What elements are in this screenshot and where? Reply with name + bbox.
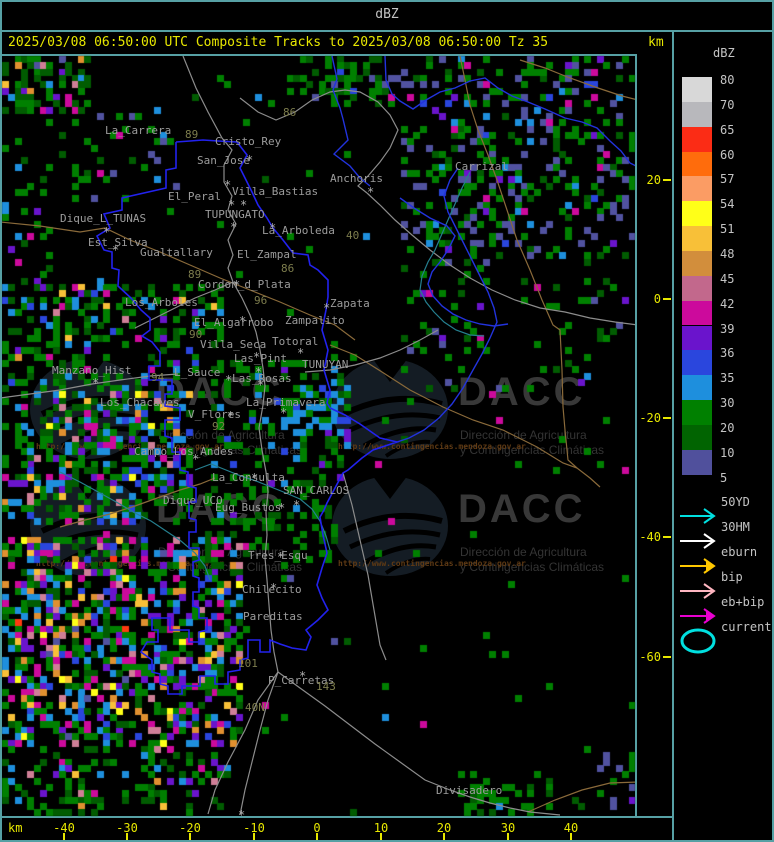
x-axis-unit-label: km bbox=[8, 821, 23, 835]
current-storm-icon bbox=[680, 628, 716, 654]
legend-row-eb+bip: eb+bip bbox=[676, 595, 772, 629]
dbz-band bbox=[682, 250, 712, 276]
y-axis-unit-label: km bbox=[648, 35, 664, 50]
dbz-band bbox=[682, 400, 712, 425]
river-line bbox=[194, 463, 331, 551]
dbz-band bbox=[682, 350, 712, 376]
road-secondary bbox=[59, 477, 216, 528]
track-arrow-icon bbox=[680, 608, 716, 624]
dbz-band bbox=[682, 424, 712, 450]
legend-label: 30HM bbox=[721, 520, 750, 534]
road-secondary bbox=[519, 59, 635, 100]
road-primary bbox=[207, 671, 279, 815]
dbz-scale-label: 10 bbox=[720, 445, 735, 460]
river-line bbox=[331, 56, 371, 187]
legend-row-current: current bbox=[676, 620, 772, 654]
legend-label: current bbox=[721, 620, 772, 634]
road-primary bbox=[2, 373, 179, 399]
track-arrow-icon bbox=[680, 558, 716, 574]
dbz-band bbox=[682, 375, 712, 401]
legend-label: eburn bbox=[721, 545, 758, 559]
legend-label: 50YD bbox=[721, 495, 750, 509]
map-lines-group bbox=[2, 56, 635, 816]
legend-row-30HM: 30HM bbox=[676, 520, 772, 554]
department-border bbox=[95, 139, 400, 695]
road-primary bbox=[182, 56, 279, 673]
river-line bbox=[399, 197, 509, 327]
dbz-band bbox=[682, 275, 712, 301]
dbz-band bbox=[682, 201, 712, 227]
legend-label: bip bbox=[721, 570, 743, 584]
dbz-band bbox=[682, 77, 712, 102]
dbz-band bbox=[682, 325, 712, 351]
road-primary bbox=[366, 192, 635, 326]
dbz-scale-label: 30 bbox=[720, 396, 735, 411]
road-primary bbox=[134, 281, 234, 329]
track-arrow-icon bbox=[680, 533, 716, 549]
dbz-band bbox=[682, 300, 712, 326]
legend-label: eb+bip bbox=[721, 595, 765, 609]
dbz-band bbox=[682, 126, 712, 152]
dbz-scale-label: 36 bbox=[720, 346, 735, 361]
dbz-scale-label: 20 bbox=[720, 420, 735, 435]
road-primary bbox=[304, 329, 439, 373]
legend-row-50YD: 50YD bbox=[676, 495, 772, 529]
track-arrow-icon bbox=[680, 583, 716, 599]
dbz-band bbox=[682, 449, 712, 475]
road-primary bbox=[277, 671, 561, 816]
scan-timestamp-text: 2025/03/08 06:50:00 UTC Composite Tracks… bbox=[8, 35, 549, 50]
dbz-band bbox=[682, 101, 712, 127]
dbz-scale-label: 54 bbox=[720, 197, 735, 212]
dbz-scale-label: 51 bbox=[720, 222, 735, 237]
dbz-band bbox=[682, 176, 712, 202]
road-secondary bbox=[527, 781, 635, 813]
legend-row-eburn: eburn bbox=[676, 545, 772, 579]
road-secondary bbox=[2, 221, 356, 341]
river-line bbox=[384, 56, 635, 167]
dbz-scale-label: 70 bbox=[720, 97, 735, 112]
river-line bbox=[396, 167, 498, 443]
road-secondary bbox=[329, 344, 601, 488]
scale-title: dBZ bbox=[713, 46, 735, 60]
river-line bbox=[419, 171, 485, 337]
legend-row-bip: bip bbox=[676, 570, 772, 604]
dbz-band bbox=[682, 226, 712, 251]
dbz-scale-panel: dBZ 80 70 65 60 57 54 51 48 45 42 39 36 35 30 20 10 5 50… bbox=[676, 32, 772, 838]
road-secondary bbox=[459, 56, 578, 469]
window-title: dBZ bbox=[375, 7, 399, 22]
dbz-band bbox=[682, 151, 712, 177]
dbz-scale-label: 35 bbox=[720, 371, 735, 386]
dbz-scale-label: 57 bbox=[720, 172, 735, 187]
dbz-scale-label: 65 bbox=[720, 122, 735, 137]
road-primary bbox=[239, 89, 399, 194]
dbz-scale-label: 80 bbox=[720, 73, 735, 87]
dbz-scale-label: 42 bbox=[720, 296, 735, 311]
dbz-scale-label: 60 bbox=[720, 147, 735, 162]
dbz-scale-label: 39 bbox=[720, 321, 735, 336]
dbz-scale-label: 5 bbox=[720, 470, 728, 485]
dbz-scale-label: 45 bbox=[720, 271, 735, 286]
road-primary bbox=[342, 472, 387, 661]
road-primary bbox=[239, 671, 279, 816]
track-arrow-icon bbox=[680, 508, 716, 524]
dbz-scale-label: 48 bbox=[720, 246, 735, 261]
